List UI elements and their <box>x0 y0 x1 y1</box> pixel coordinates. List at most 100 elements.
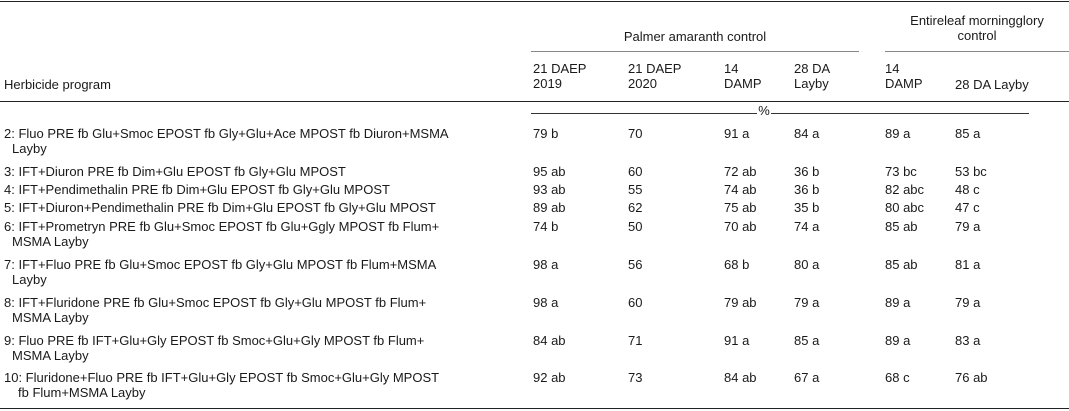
value-cell: 73 <box>628 370 643 385</box>
value-cell: 75 ab <box>724 200 757 215</box>
col-header-line: DAMP <box>885 76 923 91</box>
value-cell: 82 abc <box>885 182 925 197</box>
morningglory-group-rule <box>885 51 1069 52</box>
col-header-program: Herbicide program <box>4 77 111 92</box>
value-cell: 79 a <box>955 295 981 310</box>
col-header-line: 21 DAEP <box>628 61 682 76</box>
col-header-line: 28 DA <box>794 61 831 76</box>
value-cell: 71 <box>628 333 643 348</box>
value-cell: 74 ab <box>724 182 757 197</box>
value-cell: 68 b <box>724 257 750 272</box>
program-text-line1: 9: Fluo PRE fb IFT+Glu+Gly EPOST fb Smoc… <box>4 333 425 348</box>
program-cell: 4: IFT+Pendimethalin PRE fb Dim+Glu EPOS… <box>4 182 524 197</box>
col-header-line: Layby <box>794 76 829 91</box>
value-cell: 36 b <box>794 182 820 197</box>
value-cell: 79 b <box>533 126 559 141</box>
value-cell: 81 a <box>955 257 981 272</box>
palmer-group-header: Palmer amaranth control <box>623 29 767 44</box>
value-cell: 48 c <box>955 182 980 197</box>
value-cell: 83 a <box>955 333 981 348</box>
program-cell: 6: IFT+Prometryn PRE fb Glu+Smoc EPOST f… <box>4 219 524 249</box>
col-header-morningglory-14damp: 14 DAMP <box>885 61 923 91</box>
col-header-palmer-28dalayby: 28 DA Layby <box>794 61 830 91</box>
col-header-line: 14 <box>724 61 739 76</box>
value-cell: 74 b <box>533 219 559 234</box>
value-cell: 80 a <box>794 257 820 272</box>
value-cell: 53 bc <box>955 164 987 179</box>
program-text-line1: 2: Fluo PRE fb Glu+Smoc EPOST fb Gly+Glu… <box>4 126 449 141</box>
program-text-line1: 8: IFT+Fluridone PRE fb Glu+Smoc EPOST f… <box>4 295 427 310</box>
value-cell: 85 ab <box>885 257 918 272</box>
program-text-line2: fb Flum+MSMA Layby <box>18 385 146 400</box>
header-rule <box>0 101 1069 102</box>
value-cell: 89 a <box>885 295 911 310</box>
program-text-line2: MSMA Layby <box>12 234 89 249</box>
program-text-line1: 5: IFT+Diuron+Pendimethalin PRE fb Dim+G… <box>4 200 436 215</box>
value-cell: 70 <box>628 126 643 141</box>
value-cell: 84 ab <box>724 370 757 385</box>
program-cell: 8: IFT+Fluridone PRE fb Glu+Smoc EPOST f… <box>4 295 524 325</box>
value-cell: 55 <box>628 182 643 197</box>
col-header-morningglory-28dalayby: 28 DA Layby <box>955 77 1029 92</box>
value-cell: 60 <box>628 295 643 310</box>
col-header-line: 21 DAEP <box>533 61 587 76</box>
value-cell: 47 c <box>955 200 980 215</box>
program-cell: 10: Fluridone+Fluo PRE fb IFT+Glu+Gly EP… <box>4 370 524 400</box>
value-cell: 80 abc <box>885 200 925 215</box>
value-cell: 98 a <box>533 295 559 310</box>
col-header-line: DAMP <box>724 76 762 91</box>
value-cell: 84 ab <box>533 333 566 348</box>
value-cell: 35 b <box>794 200 820 215</box>
program-text-line2: Layby <box>12 272 47 287</box>
col-header-line: 2019 <box>533 76 562 91</box>
program-text-line1: 7: IFT+Fluo PRE fb Glu+Smoc EPOST fb Gly… <box>4 257 437 272</box>
col-header-palmer-14damp: 14 DAMP <box>724 61 762 91</box>
value-cell: 56 <box>628 257 643 272</box>
value-cell: 76 ab <box>955 370 988 385</box>
value-cell: 74 a <box>794 219 820 234</box>
value-cell: 68 c <box>885 370 910 385</box>
program-text-line2: Layby <box>12 141 47 156</box>
morningglory-header-line1: Entireleaf morningglory <box>910 13 1044 28</box>
program-text-line2: MSMA Layby <box>12 310 89 325</box>
program-cell: 3: IFT+Diuron PRE fb Dim+Glu EPOST fb Gl… <box>4 164 524 179</box>
program-cell: 7: IFT+Fluo PRE fb Glu+Smoc EPOST fb Gly… <box>4 257 524 287</box>
program-text-line1: 3: IFT+Diuron PRE fb Dim+Glu EPOST fb Gl… <box>4 164 346 179</box>
value-cell: 72 ab <box>724 164 757 179</box>
value-cell: 92 ab <box>533 370 566 385</box>
program-cell: 9: Fluo PRE fb IFT+Glu+Gly EPOST fb Smoc… <box>4 333 524 363</box>
value-cell: 85 ab <box>885 219 918 234</box>
value-cell: 73 bc <box>885 164 917 179</box>
value-cell: 62 <box>628 200 643 215</box>
value-cell: 98 a <box>533 257 559 272</box>
value-cell: 50 <box>628 219 643 234</box>
value-cell: 89 a <box>885 333 911 348</box>
program-text-line1: 10: Fluridone+Fluo PRE fb IFT+Glu+Gly EP… <box>4 370 440 385</box>
col-header-line: 2020 <box>628 76 657 91</box>
value-cell: 93 ab <box>533 182 566 197</box>
value-cell: 79 ab <box>724 295 757 310</box>
value-cell: 60 <box>628 164 643 179</box>
col-header-line: 14 <box>885 61 900 76</box>
program-text-line1: 6: IFT+Prometryn PRE fb Glu+Smoc EPOST f… <box>4 219 440 234</box>
program-text-line2: MSMA Layby <box>12 348 89 363</box>
value-cell: 84 a <box>794 126 820 141</box>
col-header-21daep-2019: 21 DAEP 2019 <box>533 61 586 91</box>
program-cell: 2: Fluo PRE fb Glu+Smoc EPOST fb Gly+Glu… <box>4 126 524 156</box>
program-cell: 5: IFT+Diuron+Pendimethalin PRE fb Dim+G… <box>4 200 524 215</box>
morningglory-group-header: Entireleaf morningglory control <box>885 13 1069 43</box>
value-cell: 89 ab <box>533 200 566 215</box>
units-line-left <box>531 113 757 114</box>
value-cell: 36 b <box>794 164 820 179</box>
value-cell: 70 ab <box>724 219 757 234</box>
bottom-rule <box>0 408 1069 409</box>
value-cell: 85 a <box>794 333 820 348</box>
units-line-right <box>771 113 1029 114</box>
value-cell: 91 a <box>724 333 750 348</box>
top-rule <box>0 1 1069 2</box>
value-cell: 95 ab <box>533 164 566 179</box>
value-cell: 79 a <box>955 219 981 234</box>
value-cell: 67 a <box>794 370 820 385</box>
col-header-21daep-2020: 21 DAEP 2020 <box>628 61 681 91</box>
units-row: % <box>531 103 1029 119</box>
